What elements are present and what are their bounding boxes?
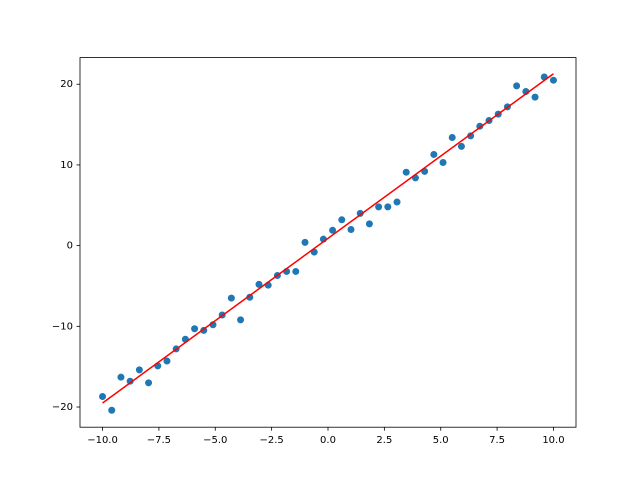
x-tick-label: 7.5	[489, 435, 505, 446]
point	[292, 267, 300, 275]
point	[402, 168, 410, 176]
point	[375, 203, 383, 211]
x-tick-label: 2.5	[376, 435, 392, 446]
point	[531, 93, 539, 101]
point	[384, 203, 392, 211]
axes-frame	[79, 57, 577, 428]
x-tick-label: 5.0	[433, 435, 449, 446]
point	[430, 150, 438, 158]
y-tick-label: 10	[60, 160, 73, 171]
point	[365, 220, 373, 228]
point	[329, 226, 337, 234]
y-tick-label: −20	[52, 402, 73, 413]
y-tick-label: 20	[60, 79, 73, 90]
point	[191, 325, 199, 333]
point	[393, 198, 401, 206]
point	[448, 133, 456, 141]
point	[99, 393, 107, 401]
point	[126, 377, 134, 385]
y-tick-label: 0	[67, 241, 73, 252]
x-tick-label: −7.5	[147, 435, 171, 446]
point	[135, 366, 143, 374]
x-tick-label: 10.0	[542, 435, 564, 446]
point	[513, 82, 521, 90]
point	[145, 379, 153, 387]
point	[301, 238, 309, 246]
point	[246, 293, 254, 301]
point	[237, 316, 245, 324]
fit-line	[102, 73, 554, 404]
point	[356, 209, 364, 217]
x-tick-label: −10.0	[87, 435, 118, 446]
point	[457, 142, 465, 150]
y-tick-label: −10	[52, 321, 73, 332]
x-tick-label: −2.5	[259, 435, 283, 446]
point	[117, 373, 125, 381]
point	[549, 76, 557, 84]
point	[108, 406, 116, 414]
point	[439, 159, 447, 167]
point	[163, 357, 171, 365]
point	[255, 280, 263, 288]
x-tick-label: 0.0	[320, 435, 336, 446]
point	[227, 294, 235, 302]
point	[347, 225, 355, 233]
point	[338, 216, 346, 224]
point	[467, 132, 475, 140]
x-tick-label: −5.0	[203, 435, 227, 446]
